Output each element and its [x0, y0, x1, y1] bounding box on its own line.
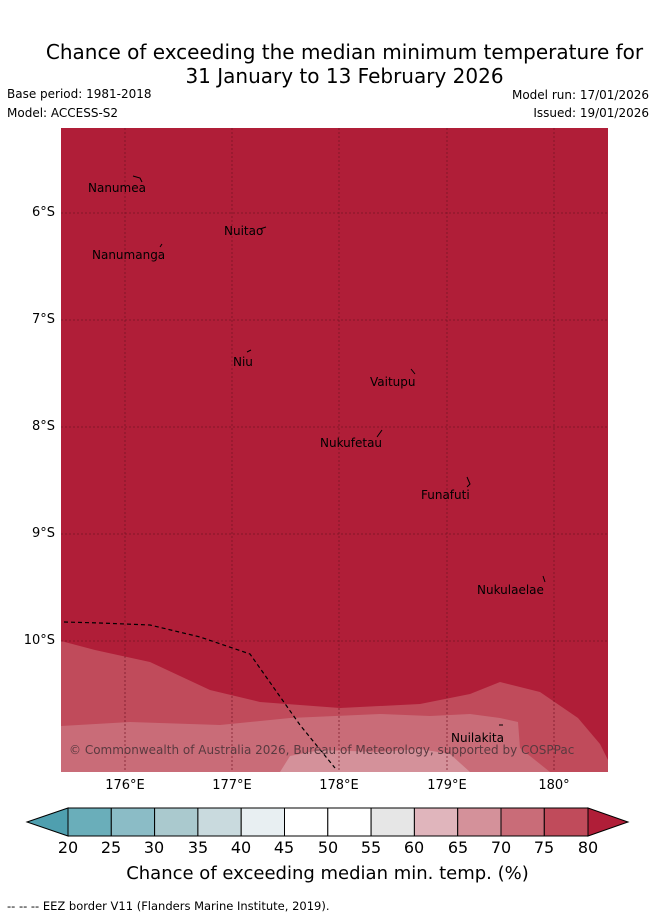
island-mark-nanumea: [132, 175, 143, 183]
colorbar-tick-60: 60: [403, 838, 425, 857]
island-label-nukulaelae: Nukulaelae: [477, 583, 544, 597]
lat-tick-8s: 8°S: [31, 419, 55, 434]
lon-tick-176e: 176°E: [105, 778, 145, 793]
colorbar-bin-75-80: [543, 807, 589, 837]
colorbar-tick-40: 40: [230, 838, 252, 857]
colorbar: [25, 807, 630, 837]
lat-tick-6s: 6°S: [31, 205, 55, 220]
colorbar-label: Chance of exceeding median min. temp. (%…: [126, 863, 529, 884]
lon-tick-179e: 179°E: [427, 778, 467, 793]
lon-tick-177e: 177°E: [212, 778, 252, 793]
eez-legend: -- -- -- EEZ border V11 (Flanders Marine…: [7, 899, 330, 913]
lat-tick-9s: 9°S: [31, 526, 55, 541]
colorbar-extend-low: [25, 807, 69, 837]
colorbar-bin-40-45: [240, 807, 285, 837]
island-labels: Nanumea Nuitao Nanumanga Niu Vaitupu Nuk…: [88, 181, 544, 745]
island-mark-nukulaelae: [542, 575, 546, 583]
island-label-vaitupu: Vaitupu: [370, 375, 416, 389]
colorbar-bin-65-70: [457, 807, 502, 837]
island-label-funafuti: Funafuti: [421, 488, 470, 502]
colorbar-tick-50: 50: [317, 838, 339, 857]
model-run: Model run: 17/01/2026: [511, 88, 649, 102]
colorbar-bin-70-75: [500, 807, 545, 837]
island-mark-niu: [246, 349, 252, 353]
colorbar-tick-65: 65: [447, 838, 469, 857]
lon-tick-178e: 178°E: [319, 778, 359, 793]
gridlines: [61, 128, 608, 772]
colorbar-tick-30: 30: [143, 838, 165, 857]
colorbar-bin-50-55: [327, 807, 372, 837]
map-title: Chance of exceeding the median minimum t…: [0, 40, 655, 88]
island-mark-nanumanga: [159, 243, 163, 248]
island-label-nanumea: Nanumea: [88, 181, 146, 195]
colorbar-tick-20: 20: [57, 838, 79, 857]
colorbar-tick-75: 75: [533, 838, 555, 857]
model-name: Model: ACCESS-S2: [7, 106, 119, 120]
island-label-nuilakita: Nuilakita: [451, 731, 504, 745]
colorbar-bin-25-30: [110, 807, 156, 837]
colorbar-bin-55-60: [370, 807, 415, 837]
title-line-1: Chance of exceeding the median minimum t…: [45, 40, 644, 64]
lon-tick-180: 180°: [538, 778, 570, 793]
colorbar-bin-20-25: [67, 807, 112, 837]
colorbar-bin-30-35: [154, 807, 199, 837]
island-mark-nukufetau: [376, 429, 383, 438]
probability-field-65-70: [280, 749, 470, 772]
colorbar-tick-80: 80: [577, 838, 599, 857]
colorbar-bin-35-40: [197, 807, 242, 837]
title-line-2: 31 January to 13 February 2026: [185, 64, 504, 88]
island-mark-vaitupu: [410, 368, 416, 375]
colorbar-tick-55: 55: [360, 838, 382, 857]
lat-tick-10s: 10°S: [23, 633, 55, 648]
island-mark-nuitao: [259, 226, 267, 230]
island-label-nanumanga: Nanumanga: [92, 248, 165, 262]
colorbar-tick-45: 45: [273, 838, 295, 857]
colorbar-extend-high: [587, 807, 630, 837]
island-mark-funafuti: [466, 476, 471, 488]
issued-date: Issued: 19/01/2026: [533, 106, 649, 120]
colorbar-tick-25: 25: [100, 838, 122, 857]
eez-border: [63, 621, 336, 769]
island-label-nukufetau: Nukufetau: [320, 436, 382, 450]
lat-tick-7s: 7°S: [31, 312, 55, 327]
colorbar-bin-45-50: [284, 807, 329, 837]
island-label-niu: Niu: [233, 355, 253, 369]
island-label-nuitao: Nuitao: [224, 224, 263, 238]
base-period: Base period: 1981-2018: [7, 87, 152, 101]
colorbar-bin-60-65: [413, 807, 459, 837]
colorbar-tick-35: 35: [187, 838, 209, 857]
island-outlines: [132, 175, 546, 726]
colorbar-tick-70: 70: [490, 838, 512, 857]
copyright-notice: © Commonwealth of Australia 2026, Bureau…: [69, 743, 574, 757]
